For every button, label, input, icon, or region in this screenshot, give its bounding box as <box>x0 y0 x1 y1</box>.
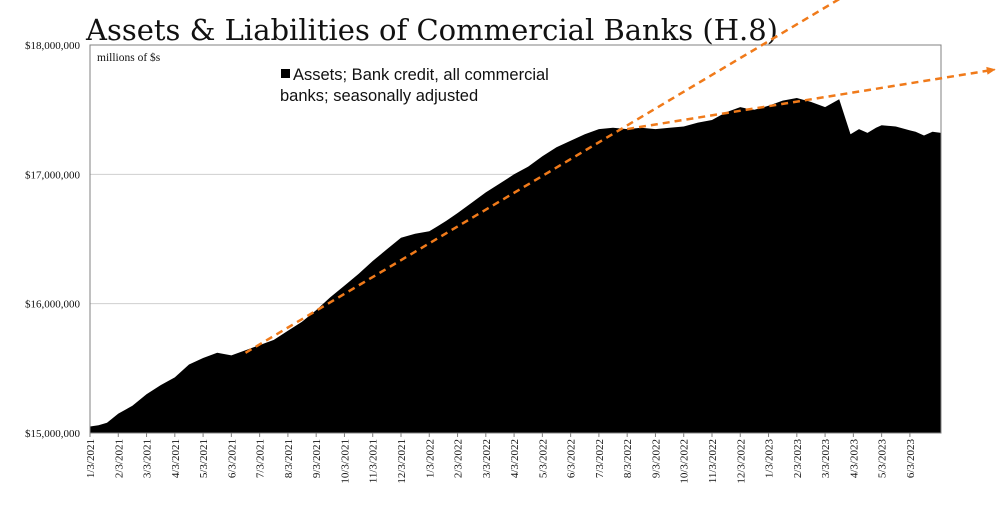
x-tick-label: 4/3/2023 <box>848 439 860 479</box>
x-tick-label: 5/3/2022 <box>537 439 549 478</box>
x-tick-label: 2/3/2022 <box>453 439 465 478</box>
x-tick-label: 1/3/2023 <box>764 439 776 479</box>
x-tick-label: 2/3/2021 <box>113 439 125 478</box>
area-series-0 <box>90 98 941 433</box>
y-tick-label: $17,000,000 <box>25 169 81 181</box>
x-tick-label: 8/3/2022 <box>622 439 634 478</box>
x-tick-label: 12/3/2021 <box>396 439 408 484</box>
x-tick-label: 6/3/2023 <box>905 439 917 479</box>
x-tick-label: 12/3/2022 <box>735 439 747 484</box>
y-tick-label: $15,000,000 <box>25 428 81 440</box>
x-tick-label: 10/3/2021 <box>339 439 351 484</box>
x-tick-label: 11/3/2022 <box>707 439 719 483</box>
legend-label-line1: Assets; Bank credit, all commercial <box>293 66 549 84</box>
x-tick-label: 8/3/2021 <box>283 439 295 478</box>
x-axis-ticks: 1/3/2021 2/3/2021 3/3/2021 4/3/2021 5/3/2021… <box>85 433 917 484</box>
x-tick-label: 5/3/2023 <box>877 439 889 479</box>
x-tick-label: 9/3/2022 <box>650 439 662 478</box>
x-tick-label: 3/3/2023 <box>820 439 832 479</box>
x-tick-label: 3/3/2021 <box>142 439 154 478</box>
x-tick-label: 10/3/2022 <box>679 439 691 484</box>
x-tick-label: 7/3/2022 <box>594 439 606 478</box>
x-tick-label: 6/3/2022 <box>566 439 578 478</box>
x-tick-label: 3/3/2022 <box>481 439 493 478</box>
x-tick-label: 1/3/2021 <box>85 439 97 478</box>
x-tick-label: 2/3/2023 <box>792 439 804 479</box>
y-axis-ticks: $15,000,000 $16,000,000 $17,000,000 $18,000… <box>25 40 81 440</box>
trend-arrow-0 <box>244 0 841 354</box>
plot-frame <box>89 44 942 434</box>
x-tick-label: 4/3/2021 <box>170 439 182 478</box>
x-tick-label: 6/3/2021 <box>226 439 238 478</box>
y-tick-label: $18,000,000 <box>25 40 81 52</box>
x-tick-label: 4/3/2022 <box>509 439 521 478</box>
area-series <box>90 98 941 433</box>
units-label: millions of $s <box>97 51 161 64</box>
chart-title: Assets & Liabilities of Commercial Banks… <box>85 13 778 47</box>
trendlines <box>244 0 996 354</box>
legend: Assets; Bank credit, all commercial bank… <box>280 66 549 105</box>
legend-label-line2: banks; seasonally adjusted <box>280 87 478 105</box>
y-tick-label: $16,000,000 <box>25 299 81 311</box>
x-tick-label: 7/3/2021 <box>255 439 267 478</box>
x-tick-label: 1/3/2022 <box>424 439 436 478</box>
trend-arrow-1 <box>626 66 996 131</box>
x-tick-label: 11/3/2021 <box>368 439 380 483</box>
x-tick-label: 9/3/2021 <box>311 439 323 478</box>
legend-swatch <box>281 69 290 78</box>
x-tick-label: 5/3/2021 <box>198 439 210 478</box>
